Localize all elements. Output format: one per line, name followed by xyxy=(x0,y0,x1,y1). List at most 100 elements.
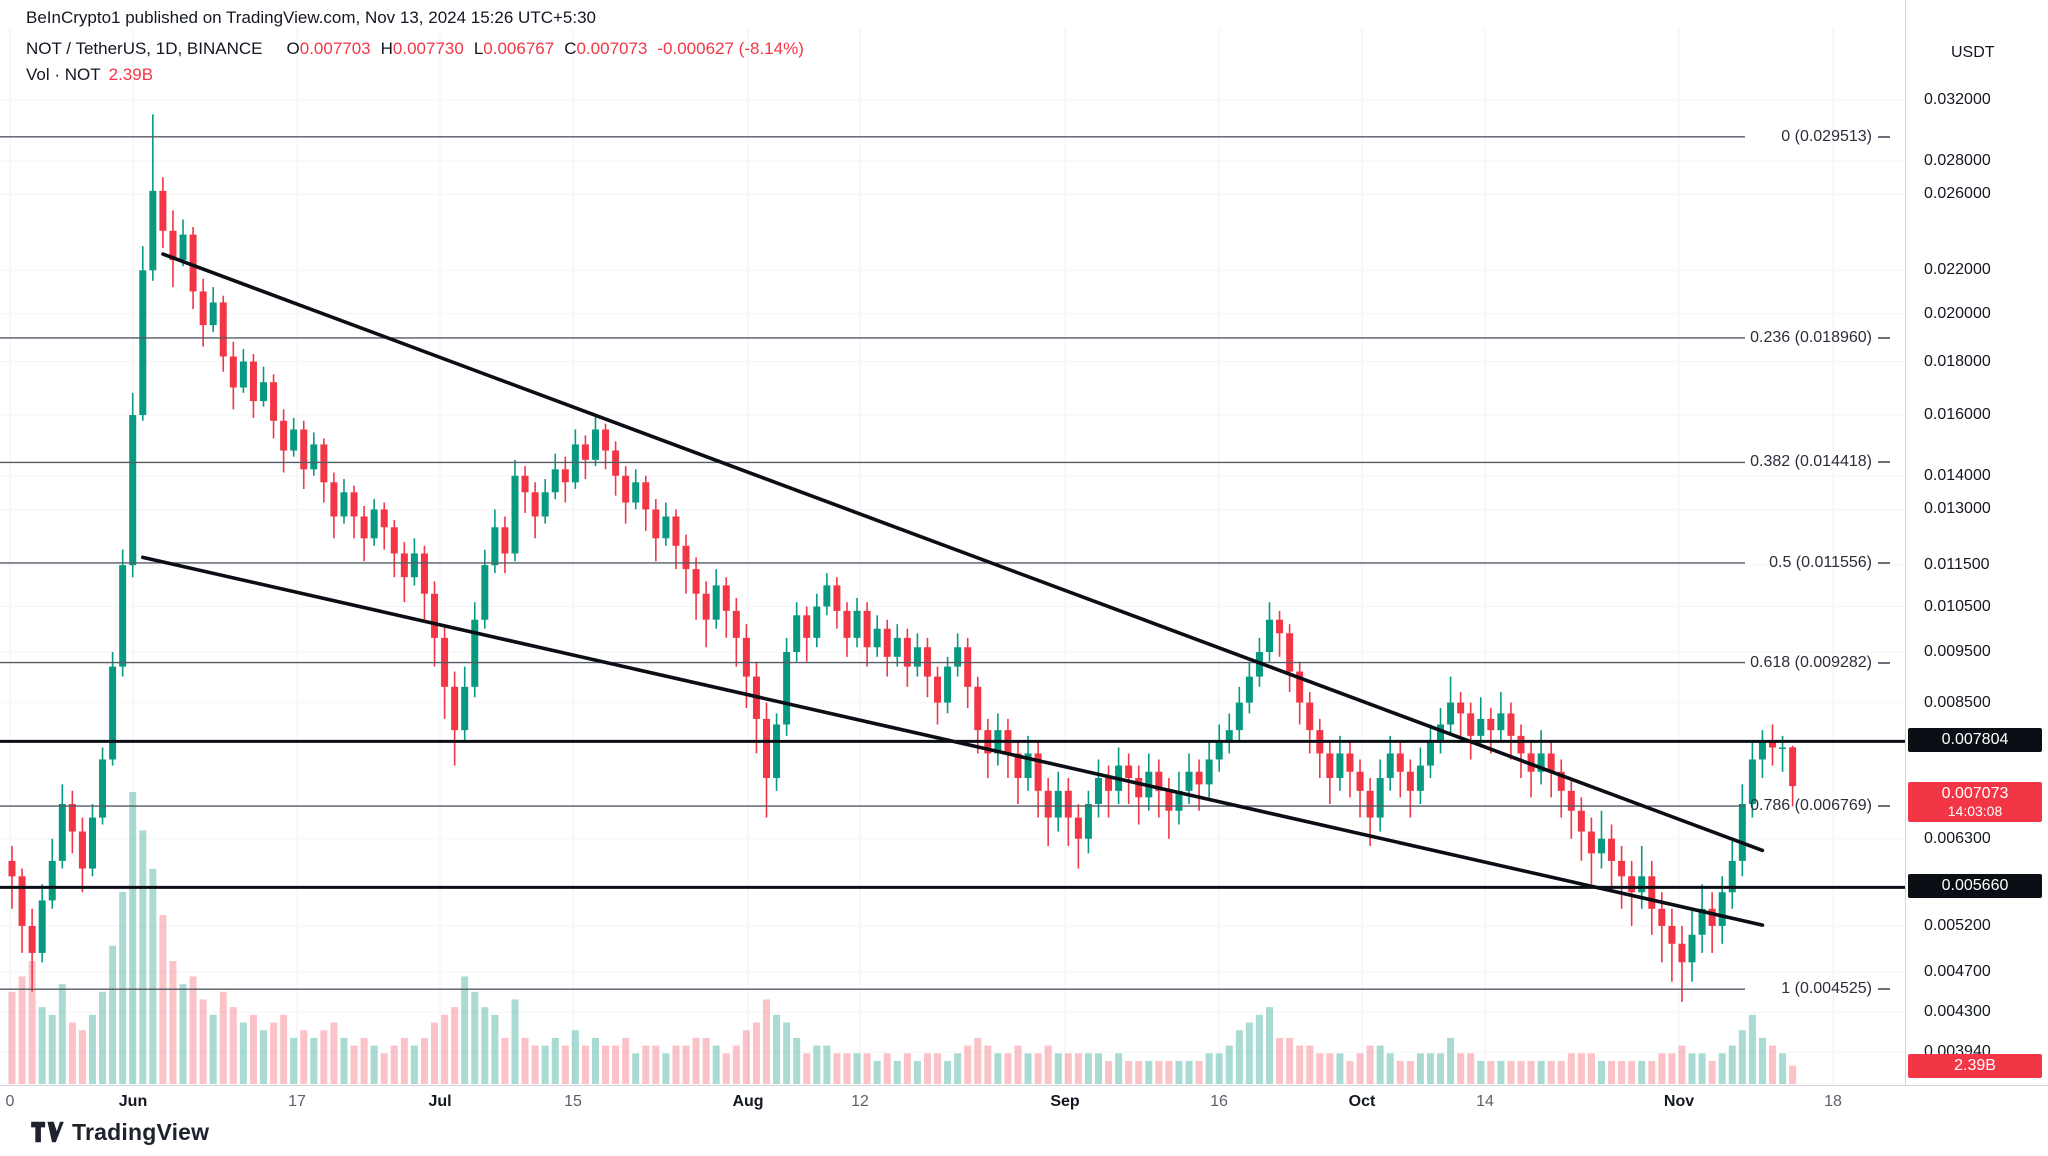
candle-body xyxy=(1235,702,1243,731)
price-scale-tick: 0.008500 xyxy=(1924,693,1991,711)
candle-body xyxy=(1447,702,1455,725)
candle-body xyxy=(491,527,499,566)
candle-body xyxy=(903,637,911,667)
fib-label-dash xyxy=(1878,135,1890,138)
candle-body xyxy=(1024,753,1032,779)
candle-body xyxy=(1728,860,1736,893)
volume-bar xyxy=(471,991,479,1084)
volume-bar xyxy=(1718,1053,1726,1084)
candle-body xyxy=(1698,908,1706,935)
volume-bar xyxy=(602,1045,610,1084)
volume-bar xyxy=(1426,1053,1434,1084)
volume-bar xyxy=(662,1053,670,1084)
candle-body xyxy=(1225,730,1233,742)
volume-bar xyxy=(934,1053,942,1084)
volume-bar xyxy=(1728,1045,1736,1084)
volume-bar xyxy=(1054,1053,1062,1084)
volume-bar xyxy=(481,1007,489,1084)
candle-body xyxy=(702,593,710,620)
candle-body xyxy=(1507,713,1515,736)
volume-bar xyxy=(189,976,197,1084)
candle-body xyxy=(431,593,439,638)
volume-bar xyxy=(249,1014,257,1084)
candle-body xyxy=(68,804,76,832)
price-scale[interactable]: USDT 0.032000 0.028000 0.026000 0.022000 0.0… xyxy=(1905,0,2048,1085)
volume-bar xyxy=(1467,1053,1475,1084)
volume-bar xyxy=(903,1053,911,1084)
volume-bar xyxy=(1306,1045,1314,1084)
trendline xyxy=(161,252,1765,853)
candle-body xyxy=(290,429,298,451)
time-scale[interactable]: 0 Jun 17 Jul 15 Aug 12 Sep 16 Oct 14 Nov 18 xyxy=(0,1085,2048,1122)
volume-bar xyxy=(913,1060,921,1084)
tradingview-logo[interactable]: TradingView xyxy=(30,1118,209,1146)
symbol-title[interactable]: NOT / TetherUS, 1D, BINANCE xyxy=(26,39,263,58)
volume-bar xyxy=(209,1014,217,1084)
volume-bar xyxy=(179,984,187,1084)
resistance-price-tag: 0.007804 xyxy=(1908,728,2042,753)
volume-bar xyxy=(1215,1053,1223,1084)
volume-bar xyxy=(763,999,770,1084)
volume-bar xyxy=(350,1045,358,1084)
candle-body xyxy=(78,831,86,869)
volume-bar xyxy=(742,1030,750,1084)
ohlc-value: 0.006767 xyxy=(483,39,555,58)
candle-body xyxy=(541,492,549,517)
trendline xyxy=(140,555,1765,927)
volume-bar xyxy=(1678,1045,1686,1084)
volume-bar xyxy=(1105,1060,1113,1084)
candle-body xyxy=(1748,759,1756,805)
fib-level-label: 0.5 (0.011556) xyxy=(1769,554,1890,572)
time-tick-day: 0 xyxy=(5,1093,15,1110)
volume-bar xyxy=(1557,1060,1565,1084)
candle-body xyxy=(320,444,328,483)
candle-body xyxy=(1105,778,1113,791)
candle-body xyxy=(712,585,720,620)
volume-bar xyxy=(99,991,107,1084)
candle-body xyxy=(209,302,217,326)
fib-level-label: 0 (0.029513) xyxy=(1781,128,1890,146)
ohlc-label: H xyxy=(380,39,393,58)
volume-bar xyxy=(290,1037,298,1084)
volume-bar xyxy=(1416,1053,1424,1084)
volume-bar xyxy=(340,1037,348,1084)
volume-bar xyxy=(1618,1060,1626,1084)
time-tick-month: Sep xyxy=(1050,1093,1080,1110)
candle-body xyxy=(1457,702,1465,714)
volume-bar xyxy=(1406,1060,1414,1084)
volume-bar xyxy=(119,891,127,1084)
candle-body xyxy=(1165,790,1173,811)
candle-body xyxy=(300,429,308,470)
volume-bar xyxy=(1708,1060,1716,1084)
volume-bar xyxy=(1527,1060,1535,1084)
candle-body xyxy=(531,492,539,517)
candle-body xyxy=(682,545,690,570)
candle-body xyxy=(1386,753,1394,779)
last-price-tag: 0.007073 14:03:08 xyxy=(1908,782,2042,823)
volume-bar xyxy=(1024,1053,1032,1084)
last-price-value: 0.007073 xyxy=(1941,785,2009,803)
candle-body xyxy=(48,860,56,901)
time-tick-day: 16 xyxy=(1210,1093,1228,1110)
fib-level-label: 0.236 (0.018960) xyxy=(1750,329,1890,347)
candle-body xyxy=(139,270,147,416)
fib-label-dash xyxy=(1878,988,1890,991)
candle-body xyxy=(1376,778,1384,818)
volume-bar xyxy=(1356,1053,1364,1084)
candle-body xyxy=(8,860,16,877)
price-scale-tick: 0.022000 xyxy=(1924,261,1991,279)
volume-bar xyxy=(1789,1065,1797,1084)
volume-bar xyxy=(571,1030,579,1084)
volume-bar xyxy=(491,1014,499,1084)
volume-bar xyxy=(994,1053,1002,1084)
candle-body xyxy=(1587,831,1595,854)
candle-body xyxy=(99,759,107,818)
volume-bar xyxy=(581,1045,589,1084)
candle-body xyxy=(1577,810,1585,832)
volume-label: Vol · NOT xyxy=(26,65,101,84)
time-tick-day: 15 xyxy=(564,1093,582,1110)
candle-body xyxy=(1638,876,1646,893)
price-scale-tick: 0.009500 xyxy=(1924,643,1991,661)
